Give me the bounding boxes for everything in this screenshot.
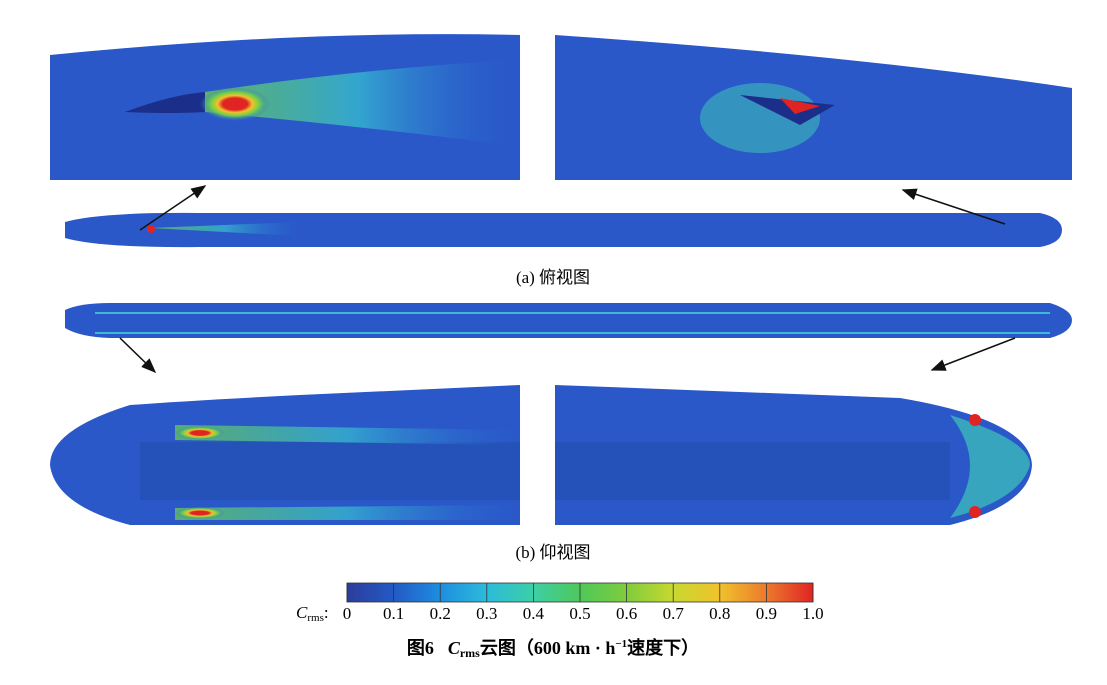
- colorbar-tick-label: 0.3: [476, 604, 497, 623]
- panel-b-images: [50, 303, 1072, 525]
- colorbar-ticks: 0 0.1 0.2 0.3 0.4 0.5 0.6 0.7 0.8 0.9 1.0: [343, 583, 824, 623]
- panel-label: (a) 俯视图: [516, 268, 590, 287]
- colorbar-tick-label: 0.8: [709, 604, 730, 623]
- colorbar-label: Crms:: [296, 603, 329, 624]
- colorbar-tick-label: 0.4: [523, 604, 545, 623]
- colorbar-tick-label: 0.5: [569, 604, 590, 623]
- panel-label: (b) 仰视图: [515, 543, 590, 562]
- colorbar-tick-label: 0.6: [616, 604, 637, 623]
- colorbar-tick-label: 0: [343, 604, 352, 623]
- colorbar-tick-label: 0.9: [756, 604, 777, 623]
- panel-a-images: [50, 34, 1072, 248]
- colorbar-tick-label: 0.7: [663, 604, 685, 623]
- colorbar-tick-label: 1.0: [802, 604, 823, 623]
- colorbar-tick-label: 0.1: [383, 604, 404, 623]
- figure-caption: 图6 Crms云图（600 km · h−1速度下）: [407, 637, 699, 660]
- colorbar-tick-label: 0.2: [430, 604, 451, 623]
